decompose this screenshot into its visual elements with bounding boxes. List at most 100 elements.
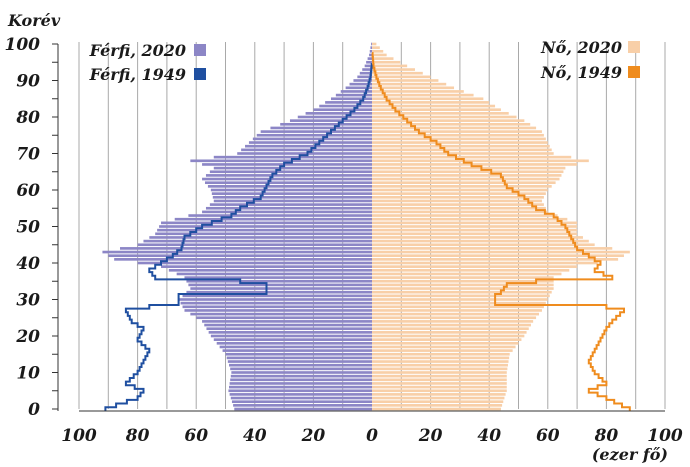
bar-female-2020 bbox=[372, 247, 613, 250]
bar-male-2020 bbox=[231, 400, 372, 404]
x-axis-unit: (ezer fő) bbox=[592, 445, 668, 464]
bar-male-2020 bbox=[161, 221, 372, 225]
bar-male-2020 bbox=[229, 382, 372, 385]
legend-label-female-2020: Nő, 2020 bbox=[540, 38, 622, 57]
bar-male-2020 bbox=[340, 90, 372, 93]
bar-female-2020 bbox=[372, 243, 595, 247]
bar-male-2020 bbox=[190, 287, 372, 290]
bar-female-2020 bbox=[372, 185, 552, 188]
bar-male-2020 bbox=[229, 363, 372, 367]
y-tick-label: 40 bbox=[16, 254, 40, 274]
legend-swatch-female-1949 bbox=[628, 66, 640, 78]
bar-male-2020 bbox=[209, 203, 372, 206]
bar-male-2020 bbox=[349, 82, 372, 86]
bar-female-2020 bbox=[372, 272, 562, 276]
bar-male-2020 bbox=[370, 46, 372, 49]
bar-male-2020 bbox=[143, 239, 372, 243]
bar-male-2020 bbox=[233, 404, 372, 407]
bar-male-2020 bbox=[366, 60, 372, 64]
bar-male-2020 bbox=[213, 338, 372, 341]
line-female-1949 bbox=[371, 52, 631, 411]
bar-female-2020 bbox=[372, 356, 510, 360]
bar-female-2020 bbox=[372, 166, 566, 170]
bar-male-2020 bbox=[213, 166, 372, 170]
bar-female-2020 bbox=[372, 327, 529, 331]
x-tick-label: 100 bbox=[647, 426, 683, 446]
bars-female-2020 bbox=[372, 42, 630, 411]
bar-female-2020 bbox=[372, 188, 548, 192]
bar-female-2020 bbox=[372, 163, 578, 166]
bar-male-2020 bbox=[204, 181, 372, 185]
legend-label-female-1949: Nő, 1949 bbox=[540, 63, 622, 82]
y-tick-label: 70 bbox=[16, 145, 40, 165]
bar-female-2020 bbox=[372, 389, 507, 393]
bar-female-2020 bbox=[372, 345, 516, 349]
bar-female-2020 bbox=[372, 174, 562, 177]
bar-male-2020 bbox=[188, 283, 372, 287]
bar-male-2020 bbox=[174, 217, 372, 221]
bar-male-2020 bbox=[180, 301, 372, 305]
bar-male-2020 bbox=[359, 71, 372, 75]
bar-male-2020 bbox=[202, 163, 372, 166]
y-tick-label: 60 bbox=[16, 181, 40, 201]
bar-male-2020 bbox=[230, 396, 372, 400]
bar-female-2020 bbox=[372, 250, 630, 254]
bar-male-2020 bbox=[226, 356, 372, 360]
bar-female-2020 bbox=[372, 53, 387, 57]
y-tick-label: 80 bbox=[15, 108, 40, 128]
bar-female-2020 bbox=[372, 97, 484, 101]
x-tick-label: 80 bbox=[594, 426, 619, 446]
series-lines-1949 bbox=[104, 52, 631, 411]
bar-male-2020 bbox=[252, 137, 372, 141]
bar-male-2020 bbox=[371, 42, 372, 46]
bar-male-2020 bbox=[184, 309, 372, 312]
bar-female-2020 bbox=[372, 323, 531, 327]
bar-female-2020 bbox=[372, 261, 598, 265]
bar-male-2020 bbox=[204, 323, 372, 327]
bar-male-2020 bbox=[369, 53, 372, 57]
bar-female-2020 bbox=[372, 385, 507, 389]
y-tick-labels: 0 10 20 30 40 50 60 70 80 90 100 bbox=[5, 35, 41, 420]
bar-female-2020 bbox=[372, 305, 544, 309]
bar-female-2020 bbox=[372, 371, 507, 374]
bar-female-2020 bbox=[372, 301, 546, 305]
x-tick-label: 60 bbox=[536, 426, 560, 446]
bar-male-2020 bbox=[178, 298, 372, 301]
bar-female-2020 bbox=[372, 294, 550, 298]
x-tick-label: 40 bbox=[243, 426, 267, 446]
bar-female-2020 bbox=[372, 148, 552, 152]
bar-male-2020 bbox=[219, 345, 372, 349]
bar-female-2020 bbox=[372, 298, 548, 301]
bar-male-2020 bbox=[210, 188, 372, 192]
bar-male-2020 bbox=[182, 294, 372, 298]
bar-female-2020 bbox=[372, 217, 568, 221]
legend-swatch-male-2020 bbox=[194, 44, 206, 56]
bar-female-2020 bbox=[372, 82, 447, 86]
bar-female-2020 bbox=[372, 86, 455, 90]
legend-swatch-female-2020 bbox=[628, 41, 640, 53]
bar-male-2020 bbox=[176, 272, 372, 276]
bar-female-2020 bbox=[372, 155, 572, 159]
bar-female-2020 bbox=[372, 258, 619, 261]
bar-female-2020 bbox=[372, 144, 550, 148]
bars-male-2020 bbox=[102, 42, 373, 411]
bar-female-2020 bbox=[372, 122, 531, 126]
x-tick-label: 40 bbox=[477, 426, 501, 446]
bar-female-2020 bbox=[372, 152, 554, 155]
x-tick-label: 20 bbox=[418, 426, 443, 446]
bar-male-2020 bbox=[186, 279, 372, 283]
bar-female-2020 bbox=[372, 49, 384, 53]
bar-female-2020 bbox=[372, 283, 554, 287]
bar-female-2020 bbox=[372, 287, 554, 290]
bar-male-2020 bbox=[205, 174, 372, 177]
bar-female-2020 bbox=[372, 57, 394, 60]
bar-male-2020 bbox=[362, 68, 372, 71]
bar-male-2020 bbox=[245, 144, 372, 148]
bar-female-2020 bbox=[372, 268, 570, 272]
bar-female-2020 bbox=[372, 108, 501, 112]
bar-female-2020 bbox=[372, 404, 503, 407]
bar-male-2020 bbox=[157, 228, 372, 232]
bar-female-2020 bbox=[372, 93, 474, 97]
bar-female-2020 bbox=[372, 221, 578, 225]
bar-male-2020 bbox=[120, 247, 373, 250]
